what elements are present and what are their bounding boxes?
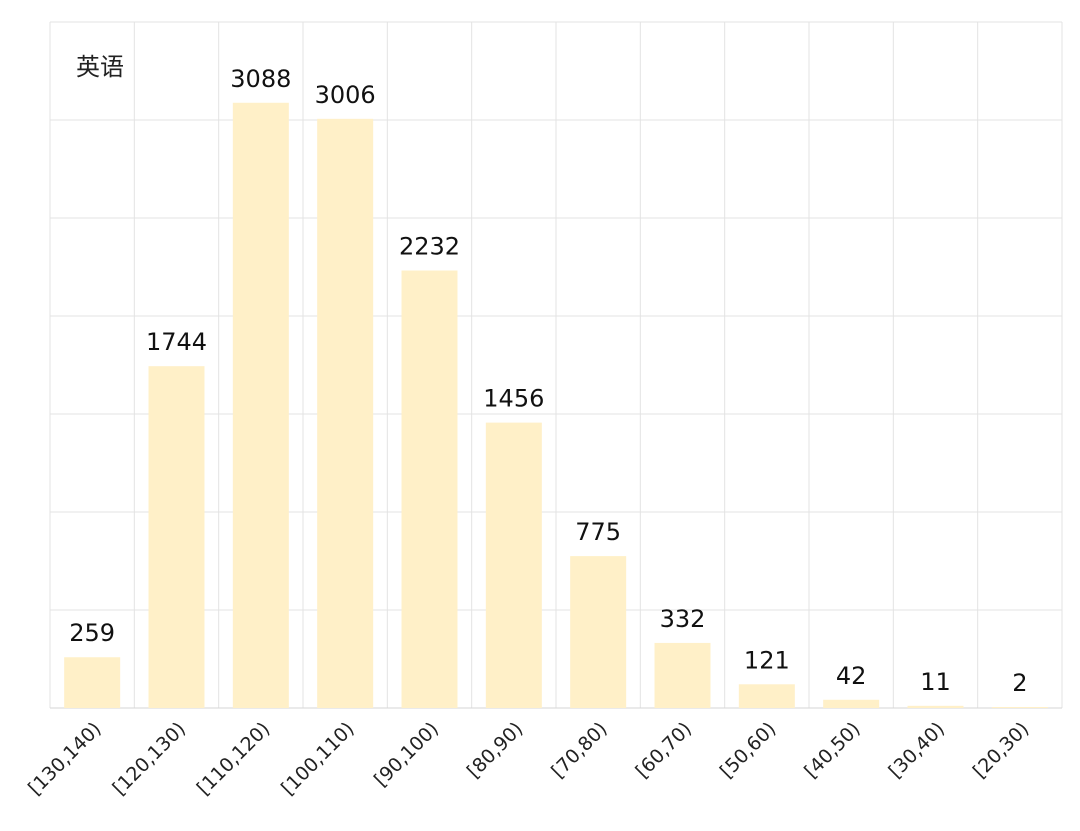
x-tick-labels: [130,140) [120,130) [110,120) [100,110) [90,… [24, 718, 1033, 800]
x-tick-label: [50,60) [716, 718, 781, 783]
bar [907, 705, 964, 708]
bar [232, 102, 289, 708]
bar [317, 118, 374, 709]
bars [64, 102, 1048, 709]
data-label: 775 [575, 518, 621, 546]
bar [991, 707, 1048, 708]
bar [401, 270, 458, 708]
x-tick-label: [90,100) [370, 718, 443, 791]
data-label: 2232 [399, 233, 460, 261]
grid [49, 21, 1063, 709]
data-label: 3006 [315, 81, 376, 109]
data-label: 42 [836, 662, 867, 690]
data-label: 332 [660, 605, 706, 633]
x-tick-label: [80,90) [463, 718, 528, 783]
bar [738, 684, 795, 708]
x-tick-label: [100,110) [277, 718, 359, 800]
x-tick-label: [130,140) [24, 718, 106, 800]
x-tick-label: [30,40) [885, 718, 950, 783]
x-tick-label: [60,70) [632, 718, 697, 783]
data-label: 259 [69, 619, 115, 647]
bar [570, 556, 627, 708]
bar [148, 366, 205, 708]
data-labels: 259 1744 3088 3006 2232 1456 775 332 121 42 11 2 [69, 65, 1027, 697]
x-tick-label: [120,130) [108, 718, 190, 800]
data-label: 1456 [483, 385, 544, 413]
data-label: 2 [1012, 669, 1027, 697]
bar [64, 657, 121, 708]
bar [485, 422, 542, 708]
chart-title: 英语 [76, 53, 124, 81]
x-tick-label: [110,120) [193, 718, 275, 800]
x-tick-label: [20,30) [969, 718, 1034, 783]
data-label: 1744 [146, 328, 207, 356]
data-label: 3088 [230, 65, 291, 93]
x-tick-label: [40,50) [800, 718, 865, 783]
data-label: 121 [744, 646, 790, 674]
bar [654, 642, 711, 708]
bar [823, 699, 880, 708]
x-tick-label: [70,80) [547, 718, 612, 783]
data-label: 11 [920, 668, 951, 696]
